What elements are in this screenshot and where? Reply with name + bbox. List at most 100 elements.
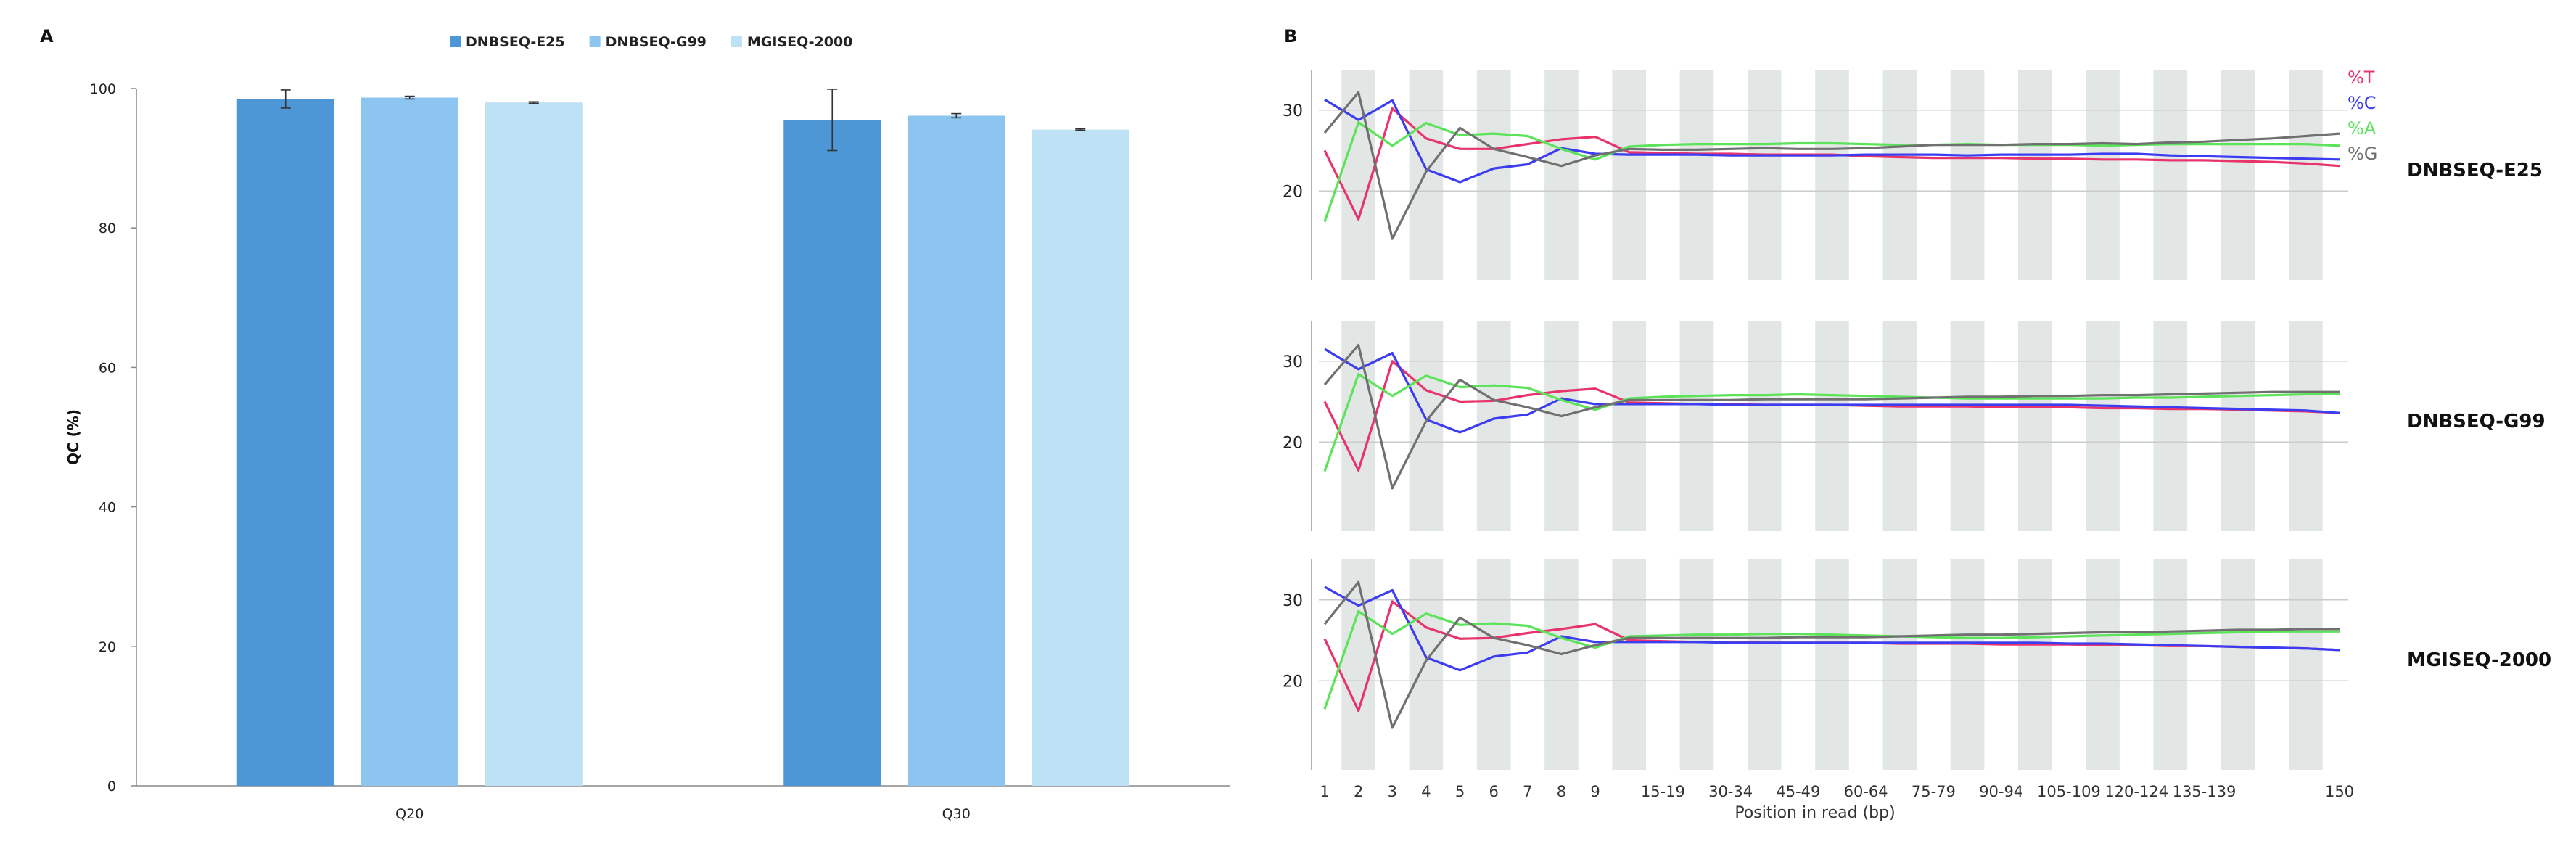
- bar-mgiseq-2000-q30: [1032, 129, 1129, 787]
- x-tick-label: 4: [1421, 783, 1431, 800]
- x-tick-label: 45-49: [1776, 783, 1820, 800]
- series-line-a: [1323, 120, 2340, 223]
- series-line-c: [1324, 98, 2340, 184]
- position-band: [1882, 70, 1917, 280]
- bar-y-axis-title: QC (%): [65, 409, 82, 465]
- position-band: [2221, 559, 2255, 770]
- bar-legend: DNBSEQ-E25 DNBSEQ-G99 MGISEQ-2000: [450, 34, 852, 50]
- bar-category-label: Q30: [942, 806, 971, 822]
- x-tick-label: 120-124: [2104, 783, 2168, 800]
- legend-swatch-dnbseq-e25: [450, 36, 461, 47]
- x-tick-label: 75-79: [1912, 783, 1956, 800]
- x-tick-label: 6: [1489, 783, 1498, 800]
- position-band: [2017, 70, 2052, 280]
- position-band: [2086, 559, 2120, 770]
- position-band: [1679, 321, 1714, 531]
- position-band: [1409, 321, 1444, 531]
- y-tick-label: 20: [1283, 183, 1303, 201]
- position-band: [1950, 70, 1985, 280]
- x-tick-label: 2: [1354, 783, 1363, 800]
- position-band: [2153, 559, 2188, 770]
- legend-label-t: %T: [2347, 67, 2375, 88]
- panel-a: A DNBSEQ-E25 DNBSEQ-G99 MGISEQ-2000 0 20 40 6…: [40, 26, 1230, 822]
- bar-y-tick-label: 0: [107, 779, 116, 795]
- legend-label-dnbseq-g99: DNBSEQ-G99: [606, 34, 707, 50]
- position-band: [1476, 321, 1511, 531]
- bar-y-tick-label: 80: [99, 221, 116, 237]
- series-line-g: [1323, 343, 2340, 490]
- series-line-g: [1323, 580, 2340, 729]
- position-band: [1815, 70, 1849, 280]
- base-legend: %T %C %A %G: [2347, 67, 2377, 164]
- position-band: [1544, 321, 1579, 531]
- position-band: [1544, 559, 1579, 770]
- legend-label-mgiseq-2000: MGISEQ-2000: [747, 34, 853, 50]
- series-line-a: [1323, 609, 2340, 710]
- panel-dnbseq-g99: 20 30 DNBSEQ-G99: [1283, 321, 2546, 531]
- position-band: [2289, 559, 2323, 770]
- legend-label-c: %C: [2347, 93, 2377, 113]
- panel-dnbseq-e25: 20 30 DNBSEQ-E25: [1283, 70, 2543, 280]
- position-band: [1679, 70, 1714, 280]
- x-tick-label: 90-94: [1979, 783, 2023, 800]
- bar-dnbseq-g99-q30: [908, 115, 1005, 786]
- x-tick-label: 3: [1388, 783, 1397, 800]
- x-tick-label: 60-64: [1844, 783, 1888, 800]
- position-band: [2017, 321, 2052, 531]
- y-tick-label: 20: [1283, 434, 1303, 452]
- y-tick-label: 20: [1283, 673, 1303, 691]
- legend-swatch-mgiseq-2000: [731, 36, 742, 47]
- platform-label: DNBSEQ-G99: [2407, 411, 2546, 432]
- series-line-g: [1323, 91, 2340, 240]
- position-band: [1612, 321, 1647, 531]
- legend-label-g: %G: [2347, 144, 2377, 164]
- panel-b: B 20 30 DNBSEQ-E25 20 30 DNBSEQ-G99 20 30 MGISEQ…: [1283, 26, 2551, 822]
- position-band: [2086, 321, 2120, 531]
- x-tick-label: 8: [1557, 783, 1566, 800]
- position-band: [2221, 321, 2255, 531]
- x-tick-label: 30-34: [1708, 783, 1753, 800]
- series-line-a: [1323, 372, 2340, 472]
- position-band: [2086, 70, 2120, 280]
- x-tick-label: 105-109: [2037, 783, 2101, 800]
- x-tick-label: 5: [1455, 783, 1465, 800]
- x-tick-label: 15-19: [1641, 783, 1685, 800]
- position-band: [1409, 559, 1444, 770]
- position-band: [1815, 559, 1849, 770]
- position-band: [2221, 70, 2255, 280]
- position-band: [1612, 70, 1647, 280]
- position-band: [1747, 321, 1782, 531]
- x-tick-label: 135-139: [2173, 783, 2236, 800]
- bar-y-tick-label: 100: [90, 81, 116, 97]
- legend-label-dnbseq-e25: DNBSEQ-E25: [466, 34, 565, 50]
- bar-y-tick-label: 20: [99, 639, 116, 655]
- x-tick-label: 1: [1320, 783, 1329, 800]
- position-band: [2017, 559, 2052, 770]
- position-band: [1815, 321, 1849, 531]
- bar-category-label: Q20: [395, 806, 424, 822]
- position-axis: 1 2 3 4 5 6 7 8 9 15-19 30-34 45-49 60-64 75-79 90-94 1…: [1320, 783, 2354, 800]
- position-band: [1544, 70, 1579, 280]
- series-line-c: [1324, 586, 2340, 672]
- position-band: [1341, 559, 1375, 770]
- position-band: [1882, 559, 1917, 770]
- position-band: [1882, 321, 1917, 531]
- position-band: [2153, 70, 2188, 280]
- position-band: [1409, 70, 1444, 280]
- panel-mgiseq-2000: 20 30 MGISEQ-2000: [1283, 559, 2551, 770]
- position-band: [1950, 559, 1985, 770]
- position-band: [1747, 559, 1782, 770]
- position-band: [1612, 559, 1647, 770]
- position-band: [1476, 70, 1511, 280]
- bar-y-tick-label: 40: [99, 500, 116, 516]
- position-band: [2289, 70, 2323, 280]
- position-band: [1679, 559, 1714, 770]
- y-tick-label: 30: [1283, 353, 1303, 371]
- x-tick-label: 7: [1523, 783, 1532, 800]
- base-composition-panels: 20 30 DNBSEQ-E25 20 30 DNBSEQ-G99 20 30 MGISEQ-2…: [1283, 67, 2551, 770]
- y-tick-label: 30: [1283, 592, 1303, 610]
- bar-dnbseq-e25-q30: [783, 120, 881, 786]
- position-band: [1476, 559, 1511, 770]
- y-tick-label: 30: [1283, 102, 1303, 120]
